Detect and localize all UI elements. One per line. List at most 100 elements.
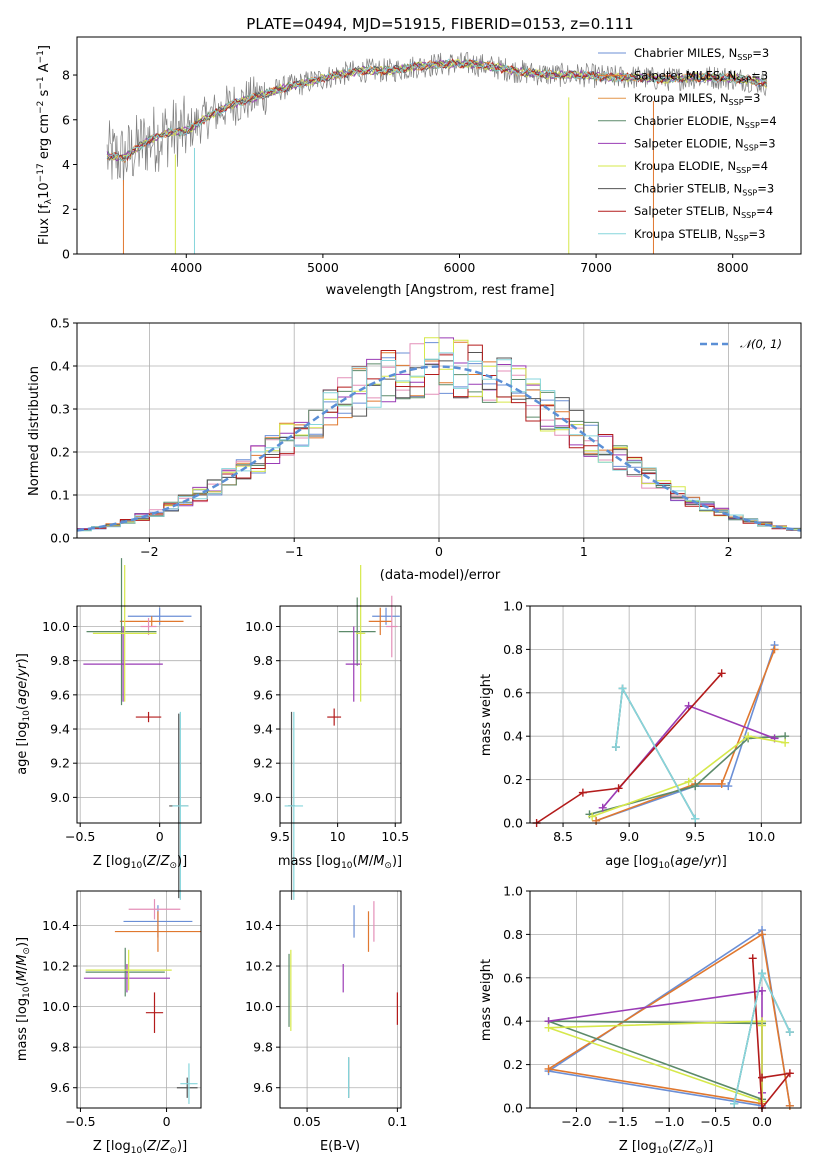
p3-xtick-label-1: 0 — [156, 829, 164, 844]
p4-xtick-label-0: 9.5 — [270, 829, 290, 844]
p1-xtick-label-0: 4000 — [170, 260, 202, 275]
p4-ytick-label-3: 9.6 — [253, 687, 273, 702]
spectrum-model-line-8 — [106, 58, 768, 162]
p8-ytick-label-5: 1.0 — [503, 884, 523, 899]
legend-label-7: Salpeter STELIB, NSSP=4 — [634, 204, 773, 220]
p5-ytick-label-3: 0.6 — [503, 685, 523, 700]
p8-marker-7-3 — [785, 1028, 794, 1037]
p5-marker-5-2 — [614, 784, 623, 793]
mass-ebv-xlabel: E(B-V) — [320, 1139, 360, 1154]
legend-label-2: Kroupa MILES, NSSP=3 — [634, 91, 760, 107]
p8-xtick-label-1: −1.5 — [608, 1114, 638, 1129]
p5-xtick-label-1: 9.0 — [619, 829, 639, 844]
mass-weight-vs-metallicity-panel: −2.0 −1.5 −1.0 −0.5 0.0 0.0 0.2 0.4 0.6 0.8 1.0 Z … — [479, 884, 802, 1156]
histogram-xlabel: (data-model)/error — [380, 568, 501, 583]
p5-ytick-label-4: 0.8 — [503, 642, 523, 657]
p8-series-7 — [733, 971, 791, 1104]
age-z-xlabel: Z [log10(Z/Z⊙)] — [93, 854, 187, 871]
p8-marker-3-1 — [758, 986, 767, 995]
p8-marker-5-3 — [758, 1073, 767, 1082]
p8-ytick-label-1: 0.2 — [503, 1057, 523, 1072]
spectrum-title: PLATE=0494, MJD=51915, FIBERID=0153, z=0… — [246, 15, 633, 33]
p8-ytick-label-3: 0.6 — [503, 970, 523, 985]
p6-ytick-label-2: 10.0 — [42, 999, 70, 1014]
weight-z-xlabel: Z [log10(Z/Z⊙)] — [619, 1139, 713, 1156]
p2-ytick-label-5: 0.5 — [50, 316, 70, 331]
p2-xtick-label-4: 2 — [725, 544, 733, 559]
p5-marker-4-0 — [588, 812, 597, 821]
p2-xtick-label-2: 0 — [435, 544, 443, 559]
p8-frame — [529, 890, 802, 1109]
p5-marker-7-1 — [618, 684, 627, 693]
mass-vs-metallicity-panel: −0.5 09.69.810.010.210.4 Z [log10(Z/Z⊙)] … — [15, 890, 202, 1156]
p2-xtick-label-3: 1 — [580, 544, 588, 559]
p4-xtick-label-2: 10.5 — [381, 829, 409, 844]
p1-ytick-label-1: 2 — [62, 202, 70, 217]
p4-ytick-label-5: 10.0 — [245, 619, 273, 634]
p1-xtick-label-4: 8000 — [717, 260, 749, 275]
p4-ytick-label-1: 9.2 — [253, 756, 273, 771]
p8-marker-7-2 — [758, 969, 767, 978]
p4-frame — [279, 605, 402, 824]
spectrum-legend: Chabrier MILES, NSSP=3 Salpeter MILES, NS… — [598, 46, 777, 243]
histogram-legend: 𝒩(0, 1) — [700, 337, 782, 351]
p3-frame — [76, 605, 202, 824]
p5-marker-4-1 — [684, 777, 693, 786]
p6-xtick-label-1: 0 — [163, 1114, 171, 1129]
p5-marker-1-2 — [717, 779, 726, 788]
p7-ytick-label-0: 9.6 — [253, 1080, 273, 1095]
p5-xtick-label-3: 10.0 — [747, 829, 775, 844]
histogram-step-8 — [77, 352, 801, 532]
p8-marker-5-0 — [748, 954, 757, 963]
p2-ytick-label-4: 0.4 — [50, 359, 70, 374]
p5-marker-4-2 — [744, 732, 753, 741]
spectrum-panel: PLATE=0494, MJD=51915, FIBERID=0153, z=0… — [36, 15, 802, 298]
p8-marker-7-1 — [730, 1099, 739, 1108]
p8-marker-1-0 — [785, 1101, 794, 1110]
p1-xtick-label-2: 6000 — [444, 260, 476, 275]
p2-ytick-label-0: 0.0 — [50, 531, 70, 546]
p5-ytick-label-5: 1.0 — [503, 599, 523, 614]
p8-xtick-label-3: −0.5 — [700, 1114, 730, 1129]
spectrum-ylabel: Flux [fλ10−17 erg cm−2 s−1 A−1] — [36, 45, 54, 245]
p6-ytick-label-4: 10.4 — [42, 918, 70, 933]
p8-series-5 — [751, 958, 792, 1111]
p4-ytick-label-0: 9.0 — [253, 790, 273, 805]
p5-series-1 — [595, 649, 776, 822]
p7-xtick-label-1: 0.1 — [387, 1114, 407, 1129]
mass-vs-extinction-panel: 0.05 0.1 9.6 9.8 10.0 10.2 10.4 E(B-V) — [245, 890, 407, 1154]
p5-marker-5-3 — [717, 669, 726, 678]
p3-ytick-label-4: 9.8 — [50, 653, 70, 668]
gaussian-curve — [76, 365, 802, 532]
p2-xtick-label-0: −2 — [140, 544, 158, 559]
p7-ytick-label-3: 10.2 — [245, 959, 273, 974]
age-vs-metallicity-panel: −0.5 0 9.0 9.2 9.4 9.6 9.8 10.0 Z [log10(Z/Z⊙)]… — [15, 558, 202, 900]
p8-marker-1-1 — [758, 930, 767, 939]
p5-frame — [529, 605, 802, 824]
mass-z-xlabel: Z [log10(Z/Z⊙)] — [93, 1139, 187, 1156]
p6-xtick-label-0: −0.5 — [65, 1114, 95, 1129]
p5-xtick-label-0: 8.5 — [553, 829, 573, 844]
p3-xtick-label-0: −0.5 — [65, 829, 95, 844]
legend-label-5: Kroupa ELODIE, NSSP=4 — [634, 159, 768, 175]
p5-marker-4-3 — [781, 738, 790, 747]
p8-ytick-label-4: 0.8 — [503, 927, 523, 942]
p1-xtick-label-3: 7000 — [580, 260, 612, 275]
p5-marker-1-0 — [592, 816, 601, 825]
p5-series-5 — [536, 672, 723, 824]
weight-age-ylabel: mass weight — [479, 674, 494, 756]
p2-ytick-label-1: 0.1 — [50, 488, 70, 503]
p5-series-0 — [595, 644, 776, 822]
p4-ytick-label-4: 9.8 — [253, 653, 273, 668]
legend-label-6: Chabrier STELIB, NSSP=3 — [634, 182, 774, 198]
p5-marker-3-1 — [684, 701, 693, 710]
p8-xtick-label-2: −1.0 — [654, 1114, 684, 1129]
age-mass-xlabel: mass [log10(M/M⊙)] — [278, 854, 402, 871]
p4-xtick-label-1: 10 — [330, 829, 346, 844]
legend-label-0: Chabrier MILES, NSSP=3 — [634, 46, 769, 62]
p5-ytick-label-1: 0.2 — [503, 772, 523, 787]
legend-label-1: Salpeter MILES, NSSP=3 — [634, 69, 768, 85]
p8-xtick-label-4: 0.0 — [752, 1114, 772, 1129]
p7-frame — [279, 890, 402, 1109]
p8-marker-5-2 — [785, 1069, 794, 1078]
